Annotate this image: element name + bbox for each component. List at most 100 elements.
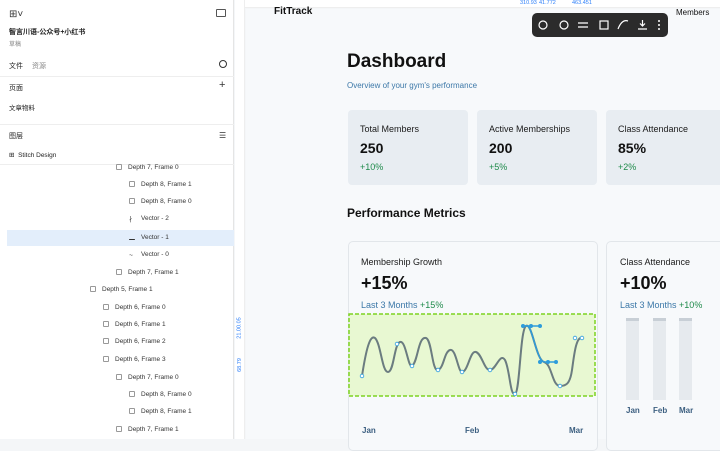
label: Depth 8, Frame 1: [141, 181, 192, 188]
stat-label: Active Memberships: [489, 124, 571, 134]
label: Depth 8, Frame 0: [141, 391, 192, 398]
tool-icon[interactable]: [599, 20, 609, 30]
label: Vector - 1: [141, 234, 169, 241]
month-label: Feb: [653, 406, 668, 415]
project-name[interactable]: 智言川语-公众号+小红书: [9, 29, 86, 36]
layer-row[interactable]: Depth 6, Frame 2: [103, 334, 166, 350]
stat-label: Total Members: [360, 124, 420, 134]
stat-card: Active Memberships 200 +5%: [477, 110, 597, 185]
stat-value: 200: [489, 140, 513, 156]
chart-card: Class Attendance +10% Last 3 Months +10%…: [606, 241, 720, 451]
label: Vector - 0: [141, 251, 169, 258]
project-status: 草稿: [9, 42, 22, 48]
stat-change: +5%: [489, 162, 508, 172]
month-label: Jan: [626, 406, 640, 415]
brand: FitTrack: [274, 6, 313, 17]
month-label: Feb: [465, 426, 480, 435]
layer-row[interactable]: Depth 8, Frame 1: [129, 404, 192, 420]
chart-period: Last 3 Months +10%: [620, 300, 702, 310]
tab[interactable]: 资源: [32, 63, 46, 70]
panel-toggle[interactable]: [216, 9, 226, 17]
divider: [0, 124, 234, 125]
layers-title: 图层: [9, 133, 23, 140]
layer-row[interactable]: Depth 7, Frame 1: [116, 265, 179, 281]
layer-row[interactable]: Depth 8, Frame 0: [129, 194, 192, 210]
bar: [679, 318, 692, 400]
chart-title: Class Attendance: [620, 257, 691, 267]
search-icon[interactable]: [219, 60, 227, 68]
add-page[interactable]: +: [219, 79, 226, 91]
month-label: Mar: [679, 406, 694, 415]
label: Depth 8, Frame 0: [141, 198, 192, 205]
stat-value: 85%: [618, 140, 647, 156]
layer-root[interactable]: ⊞ Stitch Design: [9, 152, 57, 159]
horizontal-ruler: 310.93 41.772 463.451: [245, 0, 720, 8]
tab[interactable]: 文件: [9, 63, 23, 70]
tool-icon[interactable]: [578, 22, 588, 28]
chart-value: +15%: [361, 273, 408, 293]
vector-points[interactable]: [521, 324, 558, 364]
page-title: Dashboard: [347, 51, 447, 72]
layers-panel: ⊞˅ 智言川语-公众号+小红书 草稿 文件 资源 页面 + 文章物料 图层 ☰ …: [0, 0, 234, 439]
label: Depth 6, Frame 0: [115, 304, 166, 311]
layer-row[interactable]: Depth 6, Frame 3: [103, 352, 166, 368]
tool-more[interactable]: [658, 20, 660, 30]
chart-title: Membership Growth: [361, 257, 443, 267]
menu-icon[interactable]: ⊞˅: [9, 9, 24, 20]
label: Depth 7, Frame 0: [128, 374, 179, 381]
dashboard-frame: FitTrack Members Dashboard Overview of y…: [246, 6, 720, 451]
stat-change: +10%: [360, 162, 384, 172]
vector-line[interactable]: [361, 324, 583, 396]
stat-card: Class Attendance 85% +2%: [606, 110, 720, 185]
label: Vector - 2: [141, 215, 169, 222]
tool-icon[interactable]: [538, 20, 548, 30]
label: Depth 6, Frame 3: [115, 356, 166, 363]
layer-row[interactable]: ∤ Vector - 2: [129, 215, 169, 223]
stat-label: Class Attendance: [618, 124, 689, 134]
layer-row[interactable]: Depth 7, Frame 1: [116, 422, 179, 438]
label: Depth 5, Frame 1: [102, 286, 153, 293]
layer-row[interactable]: Depth 8, Frame 0: [129, 387, 192, 403]
nav-link[interactable]: Members: [676, 8, 710, 17]
bar: [626, 318, 639, 400]
tool-icon[interactable]: [617, 20, 629, 30]
page-item[interactable]: 文章物料: [9, 105, 35, 112]
tool-icon[interactable]: [638, 20, 647, 30]
vertex-points[interactable]: [359, 335, 585, 397]
layers-icon[interactable]: ☰: [219, 131, 227, 140]
label: Depth 7, Frame 1: [128, 269, 179, 276]
layer-row[interactable]: Depth 7, Frame 0: [116, 370, 179, 386]
label: Depth 7, Frame 1: [128, 426, 179, 433]
label: Last 3 Months: [361, 300, 418, 310]
label: +15%: [420, 300, 444, 310]
layer-row[interactable]: Depth 5, Frame 1: [90, 282, 153, 298]
ruler-label: 310.93: [520, 0, 537, 6]
layer-row[interactable]: Depth 6, Frame 1: [103, 317, 166, 333]
chart-period: Last 3 Months +15%: [361, 300, 443, 310]
divider: [0, 76, 234, 77]
label: Last 3 Months: [620, 300, 677, 310]
vertical-ruler: 21.00.05 68.79: [235, 0, 245, 439]
ruler-label: 463.451: [572, 0, 592, 6]
label: Depth 8, Frame 1: [141, 408, 192, 415]
label: +10%: [679, 300, 703, 310]
layer-row[interactable]: Depth 6, Frame 0: [103, 300, 166, 316]
layer-row[interactable]: ~ Vector - 0: [129, 251, 169, 259]
layer-root-label: Stitch Design: [18, 152, 57, 159]
layer-row[interactable]: Depth 7, Frame 0: [116, 160, 179, 176]
page-subtitle: Overview of your gym's performance: [347, 81, 478, 90]
bar: [653, 318, 666, 400]
label: Depth 7, Frame 0: [128, 164, 179, 171]
stat-card: Total Members 250 +10%: [348, 110, 468, 185]
layer-row[interactable]: Depth 8, Frame 1: [129, 177, 192, 193]
chart-value: +10%: [620, 273, 667, 293]
tool-icon[interactable]: [559, 20, 569, 30]
pages-title: 页面: [9, 85, 23, 92]
layer-row-selected[interactable]: Vector - 1: [7, 230, 234, 246]
stat-change: +2%: [618, 162, 637, 172]
section-title: Performance Metrics: [347, 206, 466, 220]
ruler-label: 41.772: [539, 0, 556, 6]
selection-overlay: [348, 13, 668, 397]
label: Depth 6, Frame 2: [115, 338, 166, 345]
